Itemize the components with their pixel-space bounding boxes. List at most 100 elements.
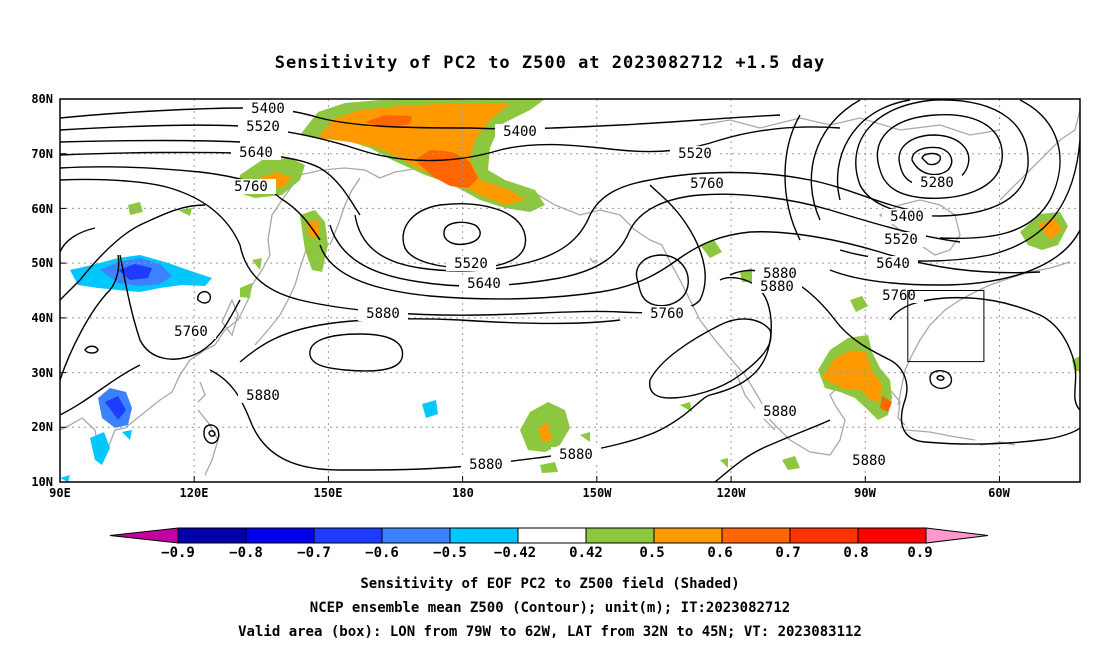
svg-text:5640: 5640 [876,256,910,272]
contour-label-5880-a: 5880 [358,306,408,322]
lon-label: 150W [583,486,613,500]
lat-labels: 80N 70N 60N 50N 40N 30N 20N 10N [31,92,53,489]
caption-valid-area: Valid area (box): LON from 79W to 62W, L… [238,624,862,640]
svg-text:5760: 5760 [650,306,684,322]
colorbar-arrow-high [925,527,989,544]
contour-label-5880-b: 5880 [238,388,288,404]
contour-label-5520-c: 5520 [446,256,496,272]
contour-label-5640-a: 5640 [231,145,281,161]
svg-text:5880: 5880 [852,453,886,469]
svg-text:5880: 5880 [366,306,400,322]
svg-text:5520: 5520 [246,119,280,135]
lon-label: 90E [49,486,71,500]
contour-label-5400-c: 5400 [882,209,932,225]
svg-text:5400: 5400 [890,209,924,225]
contour-label-5760-d: 5760 [166,324,216,340]
colorbar: −0.9 −0.8 −0.7 −0.6 −0.5 −0.42 0.42 0.5 … [109,527,989,561]
colorbar-label: −0.8 [229,545,263,561]
map-frame [59,98,1081,483]
contour-label-5400-a: 5400 [243,101,293,117]
lat-label: 30N [31,366,53,380]
lat-label: 20N [31,420,53,434]
contour-label-5280: 5280 [912,175,962,191]
colorbar-label: −0.7 [297,545,331,561]
contour-label-5640-b: 5640 [459,276,509,292]
contour-label-5880-f: 5880 [752,279,802,295]
colorbar-swatch [177,527,247,544]
lon-labels: 90E 120E 150E 180 150W 120W 90W 60W [49,486,1010,500]
colorbar-label: −0.9 [161,545,195,561]
colorbar-arrow-low [109,527,179,544]
caption-shaded: Sensitivity of EOF PC2 to Z500 field (Sh… [360,576,739,592]
svg-text:5640: 5640 [467,276,501,292]
contour-label-5760-c: 5760 [642,306,692,322]
svg-text:5520: 5520 [884,232,918,248]
colorbar-label: 0.6 [707,545,732,561]
lon-label: 120W [717,486,747,500]
svg-text:5880: 5880 [559,447,593,463]
contour-label-5760-b: 5760 [682,176,732,192]
colorbar-swatch [857,527,927,544]
contour-labels: 5400 5520 5640 5760 5400 5520 5760 5520 … [166,101,962,473]
contour-label-5520-a: 5520 [238,119,288,135]
lon-label: 120E [180,486,209,500]
caption-contour: NCEP ensemble mean Z500 (Contour); unit(… [310,600,790,616]
contour-label-5640-c: 5640 [868,256,918,272]
lat-label: 60N [31,202,53,216]
svg-text:5400: 5400 [503,124,537,140]
valid-area-box [907,290,985,363]
lon-label: 90W [854,486,876,500]
colorbar-label: −0.6 [365,545,399,561]
colorbar-swatch [245,527,315,544]
captions: Sensitivity of EOF PC2 to Z500 field (Sh… [238,576,862,640]
svg-text:5880: 5880 [763,266,797,282]
lon-label: 150E [314,486,343,500]
lat-label: 40N [31,311,53,325]
lat-label: 10N [31,475,53,489]
colorbar-label: 0.7 [775,545,800,561]
colorbar-label: 0.42 [569,545,603,561]
contour-label-5880-c: 5880 [461,457,511,473]
contour-label-5880-d: 5880 [551,447,601,463]
contour-label-5880-h: 5880 [844,453,894,469]
contour-label-5760-a: 5760 [226,179,276,195]
colorbar-label: 0.8 [843,545,868,561]
svg-text:5280: 5280 [920,175,954,191]
lon-label: 180 [452,486,474,500]
contour-label-5520-d: 5520 [876,232,926,248]
lat-label: 80N [31,92,53,106]
lat-label: 70N [31,147,53,161]
svg-text:5400: 5400 [251,101,285,117]
colorbar-swatch [517,527,587,544]
svg-text:5880: 5880 [246,388,280,404]
colorbar-swatch [381,527,451,544]
colorbar-labels: −0.9 −0.8 −0.7 −0.6 −0.5 −0.42 0.42 0.5 … [161,545,933,561]
svg-text:5640: 5640 [239,145,273,161]
contour-label-5880-g: 5880 [755,404,805,420]
colorbar-label: 0.9 [907,545,932,561]
contour-label-5880-e: 5880 [755,266,805,282]
colorbar-label: −0.42 [494,545,536,561]
svg-text:5880: 5880 [760,279,794,295]
svg-text:5760: 5760 [690,176,724,192]
tick-marks [60,98,1000,483]
colorbar-swatch [653,527,723,544]
svg-text:5880: 5880 [763,404,797,420]
svg-text:5520: 5520 [454,256,488,272]
svg-text:5760: 5760 [174,324,208,340]
shading-negative [60,255,438,482]
colorbar-swatch [313,527,383,544]
colorbar-swatch [585,527,655,544]
svg-text:5880: 5880 [469,457,503,473]
colorbar-segments [109,527,989,544]
lon-label: 60W [988,486,1010,500]
figure-title: Sensitivity of PC2 to Z500 at 2023082712… [275,53,826,73]
contour-label-5520-b: 5520 [670,146,720,162]
contour-label-5400-b: 5400 [495,124,545,140]
colorbar-swatch [721,527,791,544]
colorbar-swatch [789,527,859,544]
colorbar-label: 0.5 [639,545,664,561]
colorbar-label: −0.5 [433,545,467,561]
svg-text:5760: 5760 [234,179,268,195]
